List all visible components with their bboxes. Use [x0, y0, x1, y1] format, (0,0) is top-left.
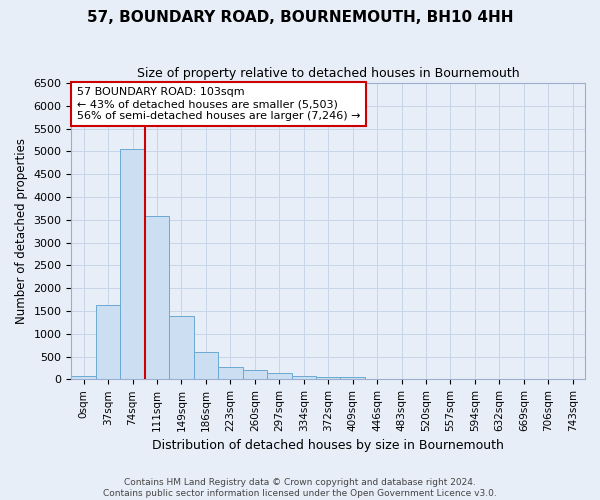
- Text: 57 BOUNDARY ROAD: 103sqm
← 43% of detached houses are smaller (5,503)
56% of sem: 57 BOUNDARY ROAD: 103sqm ← 43% of detach…: [77, 88, 360, 120]
- Bar: [96, 304, 121, 380]
- Title: Size of property relative to detached houses in Bournemouth: Size of property relative to detached ho…: [137, 68, 520, 80]
- Bar: [194, 352, 218, 380]
- Y-axis label: Number of detached properties: Number of detached properties: [15, 138, 28, 324]
- Bar: [316, 377, 340, 380]
- Bar: [267, 374, 292, 380]
- Bar: [340, 377, 365, 380]
- X-axis label: Distribution of detached houses by size in Bournemouth: Distribution of detached houses by size …: [152, 440, 504, 452]
- Bar: [145, 216, 169, 380]
- Bar: [121, 148, 145, 380]
- Bar: [292, 376, 316, 380]
- Text: 57, BOUNDARY ROAD, BOURNEMOUTH, BH10 4HH: 57, BOUNDARY ROAD, BOURNEMOUTH, BH10 4HH: [87, 10, 513, 25]
- Bar: [71, 376, 96, 380]
- Bar: [242, 370, 267, 380]
- Bar: [218, 368, 242, 380]
- Bar: [169, 316, 194, 380]
- Text: Contains HM Land Registry data © Crown copyright and database right 2024.
Contai: Contains HM Land Registry data © Crown c…: [103, 478, 497, 498]
